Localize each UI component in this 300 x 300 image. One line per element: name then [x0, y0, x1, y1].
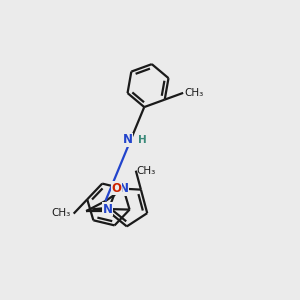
- Text: CH₃: CH₃: [52, 208, 71, 218]
- Text: H: H: [138, 135, 146, 145]
- Text: N: N: [118, 182, 128, 195]
- Text: CH₃: CH₃: [137, 166, 156, 176]
- Text: O: O: [112, 182, 122, 195]
- Text: CH₃: CH₃: [184, 88, 203, 98]
- Text: N: N: [103, 202, 113, 215]
- Text: N: N: [123, 134, 133, 146]
